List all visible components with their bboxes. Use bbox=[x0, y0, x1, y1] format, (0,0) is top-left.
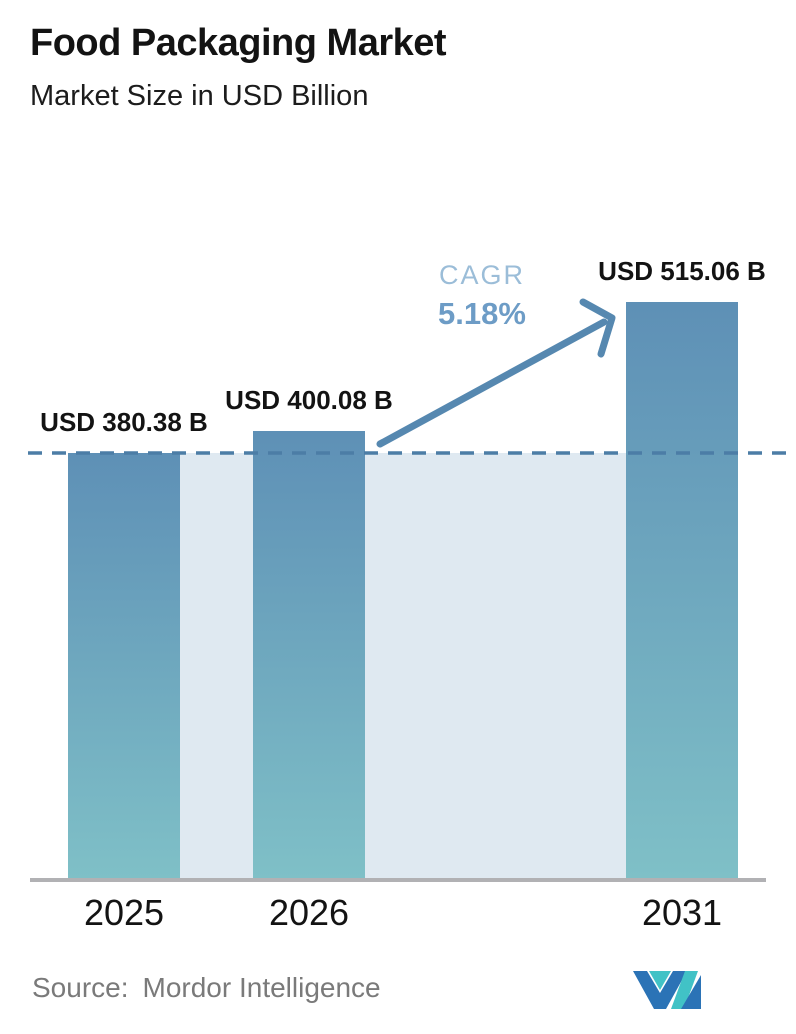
cagr-label: CAGR bbox=[438, 260, 525, 290]
bar-2031 bbox=[626, 302, 738, 880]
x-axis-label-2031: 2031 bbox=[641, 892, 723, 933]
cagr-annotation: CAGR 5.18% bbox=[399, 260, 565, 332]
x-axis-label-2025: 2025 bbox=[83, 892, 165, 933]
source-attribution: Source: Mordor Intelligence bbox=[32, 972, 381, 1004]
bar-2026 bbox=[253, 431, 365, 880]
value-label-2025: USD 380.38 B bbox=[40, 407, 208, 437]
source-value: Mordor Intelligence bbox=[142, 972, 381, 1003]
mordor-intelligence-logo bbox=[633, 971, 701, 1009]
chart-subtitle: Market Size in USD Billion bbox=[30, 80, 369, 112]
x-axis-line bbox=[30, 878, 766, 882]
value-label-2031: USD 515.06 B bbox=[598, 256, 766, 286]
source-label: Source: bbox=[32, 972, 129, 1003]
bar-2025 bbox=[68, 453, 180, 880]
cagr-value: 5.18% bbox=[438, 296, 526, 331]
value-label-2026: USD 400.08 B bbox=[225, 385, 393, 415]
chart-title: Food Packaging Market bbox=[30, 22, 447, 64]
x-axis-label-2026: 2026 bbox=[268, 892, 350, 933]
